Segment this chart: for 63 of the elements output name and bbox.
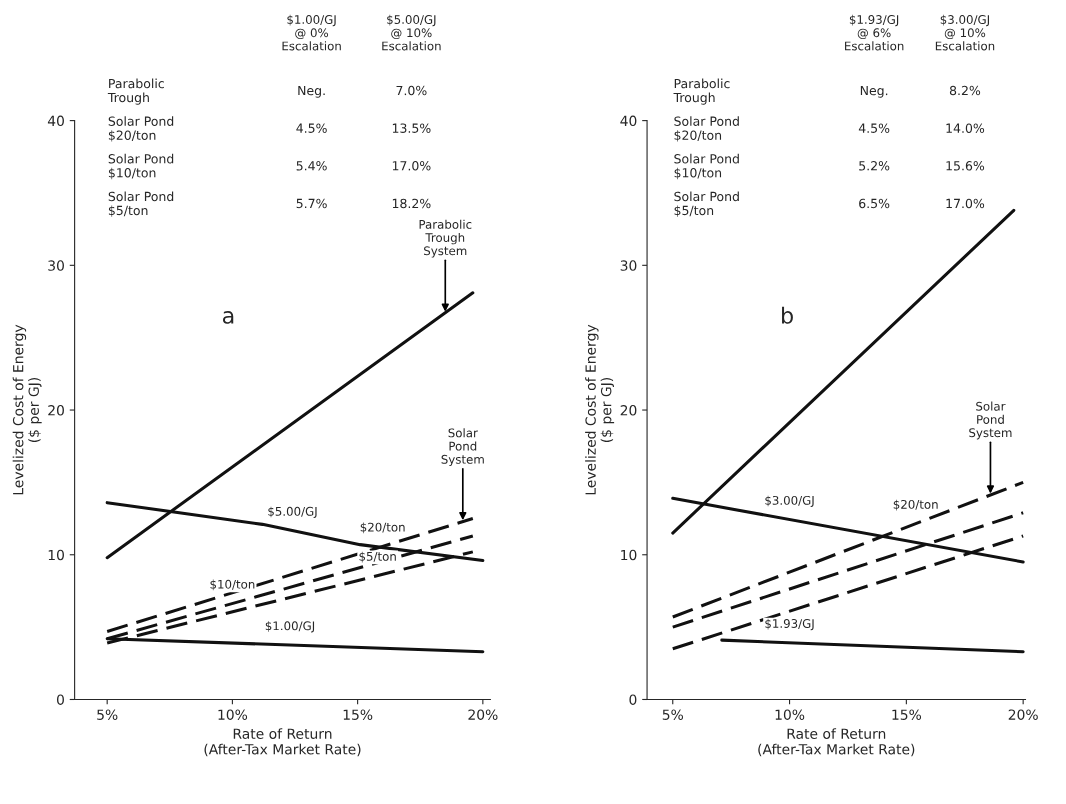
y-axis-title: Levelized Cost of Energy ($ per GJ) (12, 324, 42, 495)
annotation: 4.5% (296, 123, 327, 133)
annotation: $3.00/GJ (765, 495, 814, 507)
annotation: $5/ton (359, 551, 396, 563)
text: $5.00/GJ @ 10% Escalation (382, 14, 441, 51)
y-tick-label: 0 (629, 694, 637, 705)
annotation: 17.0% (392, 161, 431, 171)
annotation: 5.4% (296, 161, 327, 171)
text: Neg. (860, 85, 888, 98)
annotation: $5.00/GJ (268, 506, 317, 518)
annotation: Solar Pond $10/ton (108, 153, 174, 180)
annotation: Solar Pond $20/ton (674, 116, 739, 142)
annotation: Parabolic Trough System (419, 219, 472, 258)
text: b (782, 306, 793, 324)
x-tick-label: 10% (775, 709, 805, 720)
annotation: 18.2% (392, 198, 431, 209)
x-tick-label: 5% (97, 709, 118, 720)
x-tick-label: 5% (662, 709, 684, 720)
y-tick-label: 40 (47, 115, 64, 127)
annotation: 5.2% (859, 161, 890, 171)
text: $1.93/GJ @ 6% Escalation (845, 14, 904, 51)
text: $1.00/GJ @ 0% Escalation (282, 14, 341, 51)
x-tick-label: 15% (343, 709, 373, 720)
text: 8.2% (949, 85, 981, 96)
text: Parabolic Trough (107, 78, 164, 105)
y-tick-label: 10 (621, 549, 637, 561)
annotation: $1.00/GJ (265, 621, 315, 633)
y-tick-label: 20 (48, 405, 64, 416)
text: a (222, 311, 234, 324)
x-tick-label: 20% (1008, 709, 1038, 720)
annotation: Solar Pond $5/ton (674, 191, 739, 217)
annotation: 15.6% (946, 161, 985, 171)
annotation: Solar Pond $5/ton (108, 191, 174, 217)
y-tick-label: 0 (56, 694, 64, 705)
x-axis-title: Rate of Return (After-Tax Market Rate) (758, 728, 915, 757)
annotation: Solar Pond $10/ton (674, 153, 739, 180)
y-tick-label: 20 (620, 405, 637, 416)
annotation: 5.7% (296, 198, 327, 209)
annotation: 6.5% (859, 198, 890, 209)
annotation: $10/ton (210, 579, 255, 591)
y-axis-title: Levelized Cost of Energy ($ per GJ) (585, 324, 615, 495)
y-tick-label: 40 (620, 115, 637, 127)
annotation: $20/ton (360, 522, 405, 534)
y-tick-label: 30 (620, 260, 637, 271)
x-tick-label: 20% (468, 709, 498, 720)
annotation: Solar Pond $20/ton (108, 116, 174, 142)
annotation: 4.5% (858, 123, 890, 133)
annotation: $1.93/GJ (765, 618, 814, 631)
annotation: 17.0% (946, 198, 985, 209)
annotation: 14.0% (946, 123, 985, 133)
y-tick-label: 30 (48, 260, 64, 271)
x-tick-label: 15% (892, 709, 922, 720)
text: Parabolic Trough (673, 78, 730, 105)
annotation: Solar Pond System (969, 401, 1012, 440)
annotation: Solar Pond System (441, 428, 484, 467)
annotation: 13.5% (392, 123, 431, 133)
x-tick-label: 10% (218, 709, 248, 720)
annotation: $20/ton (893, 499, 938, 511)
text: 7.0% (396, 85, 427, 96)
text: $3.00/GJ @ 10% Escalation (935, 14, 995, 51)
x-axis-title: Rate of Return (After-Tax Market Rate) (204, 728, 361, 757)
y-tick-label: 10 (48, 549, 64, 561)
text: Neg. (298, 85, 325, 98)
